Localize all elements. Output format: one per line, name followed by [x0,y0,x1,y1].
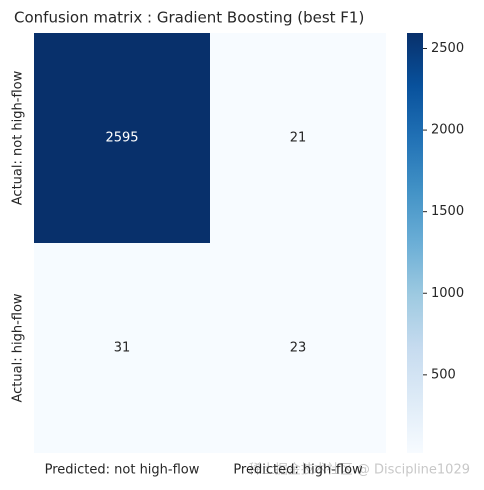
x-tick-label: Predicted: not high-flow [45,463,200,478]
colorbar-tick-label: 2000 [431,123,464,138]
watermark: 稀土掘金技术社区 @ Discipline1029 [249,462,470,478]
chart-title: Confusion matrix : Gradient Boosting (be… [14,9,364,27]
colorbar [407,33,423,453]
heatmap-cell [210,243,386,453]
cell-label: 31 [114,341,131,356]
x-tick-label: Predicted: high-flow [233,463,363,478]
heatmap-cell [210,33,386,243]
heatmap-cell [34,243,210,453]
heatmap-cell [34,33,210,243]
cell-label: 23 [290,341,307,356]
colorbar-tick-label: 1000 [431,286,464,301]
cell-label: 2595 [105,131,138,146]
cell-label: 21 [290,131,307,146]
y-tick-label: Actual: not high-flow [11,70,26,205]
colorbar-tick-label: 2500 [431,41,464,56]
colorbar-tick-label: 1500 [431,204,464,219]
colorbar-tick-label: 500 [431,367,456,382]
y-tick-label: Actual: high-flow [11,293,26,402]
